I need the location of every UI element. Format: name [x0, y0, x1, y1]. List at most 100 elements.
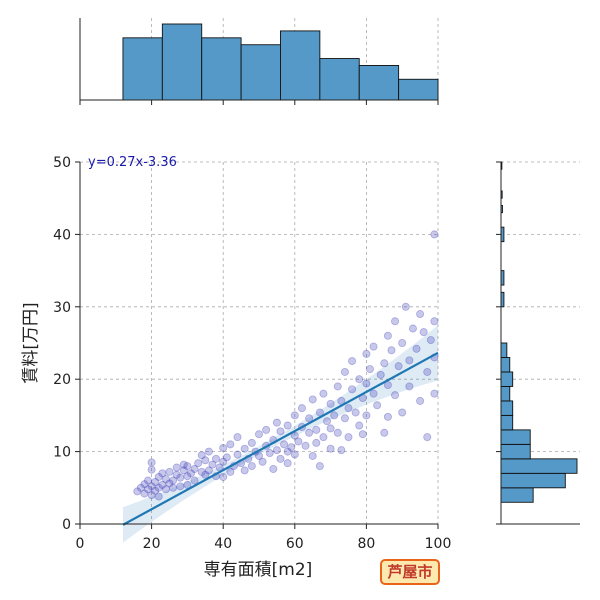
scatter-point — [280, 440, 289, 449]
scatter-point — [401, 302, 410, 311]
scatter-point — [312, 425, 321, 434]
scatter-point — [226, 467, 235, 476]
scatter-point — [308, 451, 317, 460]
scatter-point — [376, 370, 385, 379]
scatter-point — [140, 489, 149, 498]
scatter-point — [369, 342, 378, 351]
right-hist-bar — [500, 357, 511, 373]
top-histogram — [79, 18, 439, 105]
right-hist-bar — [500, 342, 508, 358]
scatter-point — [340, 367, 349, 376]
scatter-point — [380, 428, 389, 437]
scatter-point — [219, 472, 228, 481]
scatter-point — [272, 446, 281, 455]
scatter-point — [423, 433, 432, 442]
right-hist-bar — [500, 414, 514, 431]
scatter-point — [201, 456, 210, 465]
scatter-point — [208, 460, 217, 469]
scatter-point — [283, 421, 292, 430]
y-axis-title: 賃料[万円] — [21, 302, 41, 383]
scatter-point — [147, 465, 156, 474]
scatter-point — [312, 438, 321, 447]
scatter-point — [154, 492, 163, 501]
x-tick-label: 20 — [143, 536, 161, 552]
scatter-point — [398, 408, 407, 417]
scatter-point — [348, 357, 357, 366]
scatter-point — [183, 462, 192, 471]
scatter-point — [201, 470, 210, 479]
scatter-point — [222, 453, 231, 462]
scatter-point — [419, 328, 428, 337]
scatter-point — [283, 459, 292, 468]
scatter-point — [258, 457, 267, 466]
scatter-point — [319, 433, 328, 442]
scatter-point — [276, 454, 285, 463]
scatter-point — [383, 331, 392, 340]
scatter-point — [430, 389, 439, 398]
scatter-point — [194, 459, 203, 468]
scatter-point — [233, 450, 242, 459]
right-hist-bar — [500, 443, 531, 460]
scatter-point — [326, 399, 335, 408]
scatter-point — [176, 482, 185, 491]
scatter-point — [265, 449, 274, 458]
scatter-point — [276, 427, 285, 436]
right-hist-bar — [500, 385, 511, 402]
scatter-point — [416, 396, 425, 405]
scatter-point — [340, 414, 349, 423]
right-hist-bar — [500, 458, 578, 474]
scatter-point — [269, 464, 278, 473]
scatter-point — [158, 469, 167, 478]
scatter-point — [144, 476, 153, 485]
scatter-point — [233, 433, 242, 442]
scatter-point — [147, 482, 156, 491]
scatter-point — [369, 389, 378, 398]
scatter-point — [351, 408, 360, 417]
scatter-point — [344, 433, 353, 442]
scatter-point — [172, 470, 181, 479]
scatter-point — [212, 454, 221, 463]
scatter-point — [197, 451, 206, 460]
scatter-point — [183, 472, 192, 481]
scatter-point — [408, 324, 417, 333]
scatter-point — [305, 428, 314, 437]
y-tick-label: 50 — [53, 155, 71, 171]
scatter-point — [398, 338, 407, 347]
scatter-point — [405, 382, 414, 391]
scatter-point — [219, 443, 228, 452]
scatter-point — [176, 473, 185, 482]
y-tick-label: 30 — [53, 300, 71, 316]
top-hist-bar — [358, 65, 400, 101]
scatter-point — [140, 480, 149, 489]
scatter-point — [315, 462, 324, 471]
scatter-point — [172, 463, 181, 472]
scatter-point — [154, 472, 163, 481]
scatter-point — [165, 467, 174, 476]
right-hist-bar — [500, 429, 531, 445]
scatter-point — [362, 349, 371, 358]
x-axis-title: 専有面積[m2] — [204, 560, 313, 580]
scatter-point — [240, 466, 249, 475]
city-badge: 芦屋市 — [380, 559, 440, 585]
y-tick-label: 20 — [53, 372, 71, 388]
scatter-point — [151, 486, 160, 495]
scatter-point — [373, 401, 382, 410]
right-hist-bar — [500, 487, 534, 503]
scatter-point — [197, 467, 206, 476]
scatter-point — [151, 478, 160, 487]
scatter-point — [430, 230, 439, 239]
scatter-point — [333, 382, 342, 391]
scatter-point — [240, 444, 249, 453]
scatter-point — [287, 443, 296, 452]
x-tick-label: 40 — [214, 536, 232, 552]
scatter-point — [169, 476, 178, 485]
scatter-point — [362, 379, 371, 388]
scatter-point — [247, 462, 256, 471]
scatter-point — [337, 446, 346, 455]
y-tick-label: 40 — [53, 227, 71, 243]
scatter-point — [161, 485, 170, 494]
scatter-point — [283, 447, 292, 456]
scatter-point — [133, 487, 142, 496]
scatter-point — [161, 475, 170, 484]
scatter-point — [326, 444, 335, 453]
